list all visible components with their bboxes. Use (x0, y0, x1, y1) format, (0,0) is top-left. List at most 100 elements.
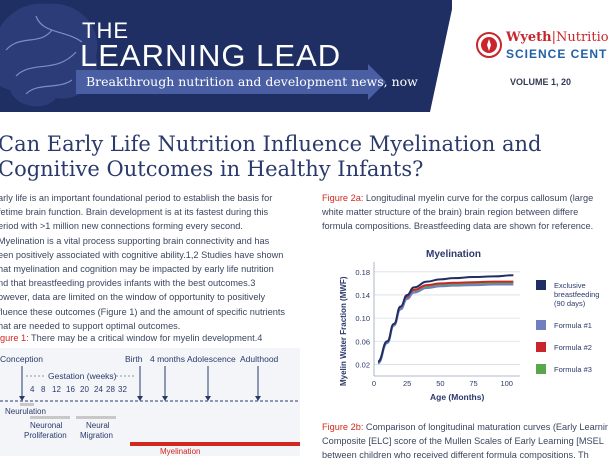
process-myelination: Myelination (160, 447, 200, 456)
y-tick-label: 0.02 (355, 360, 370, 369)
intro-line: fluence these outcomes (Figure 1) and th… (0, 306, 286, 317)
tagline-arrow (368, 64, 386, 100)
y-tick-label: 0.10 (355, 314, 370, 323)
logo-panel (452, 0, 608, 112)
x-tick-label: 100 (500, 379, 513, 388)
figure2a-line: formula compositions. Breastfeeding data… (322, 221, 594, 232)
myelination-bar (130, 442, 300, 446)
series-line (377, 274, 514, 363)
legend-swatch (536, 280, 546, 290)
week-tick: 24 (94, 385, 103, 394)
adulthood-arrowhead (255, 396, 261, 401)
chart-grid (373, 262, 520, 377)
week-tick: 16 (66, 385, 75, 394)
conception-arrowhead (19, 396, 25, 401)
figure2a-text: Longitudinal myelin curve for the corpus… (363, 193, 594, 203)
intro-line: eriod with >1 million new connections fo… (0, 221, 243, 232)
logo-panel-edge (430, 0, 454, 112)
milestone-4-months: 4 months (150, 354, 185, 364)
figure2b-caption: Figure 2b: Comparison of longitudinal ma… (322, 420, 608, 463)
volume-label: VOLUME 1, 20 (510, 77, 572, 87)
masthead-title: LEARNING LEAD (80, 38, 342, 73)
figure2a-label: Figure 2a: (322, 193, 364, 203)
tagline-bar (76, 70, 368, 94)
intro-line: arly life is an important foundational p… (0, 193, 273, 203)
4-months-arrowhead (162, 396, 168, 401)
brand-nutrition: Nutritio (556, 30, 608, 45)
intro-line: nd that breastfeeding provides infants w… (0, 278, 256, 289)
legend-label: Exclusive (554, 281, 586, 290)
week-tick: 28 (106, 385, 115, 394)
week-tick: 4 (30, 385, 35, 394)
x-axis-label: Age (Months) (430, 392, 484, 402)
process-proliferation: Proliferation (24, 431, 67, 440)
y-tick-label: 0.06 (355, 337, 370, 346)
newsletter-header: THE LEARNING LEAD Breakthrough nutrition… (0, 0, 608, 112)
week-tick: 20 (80, 385, 89, 394)
chart-svg: Myelination Age (Months) Myelin Water Fr… (339, 249, 599, 402)
chart-lines (377, 274, 514, 365)
timeline-svg: Conception Birth 4 months Adolescence Ad… (0, 354, 300, 456)
intro-paragraph: arly life is an important foundational p… (0, 191, 287, 333)
series-line (377, 283, 514, 365)
migration-bar (76, 416, 116, 419)
process-neural: Neural (86, 421, 110, 430)
x-tick-label: 25 (403, 379, 411, 388)
x-tick-label: 50 (436, 379, 444, 388)
masthead-tagline: Breakthrough nutrition and development n… (86, 74, 418, 89)
myelination-chart: Myelination Age (Months) Myelin Water Fr… (322, 236, 608, 412)
article-title: Can Early Life Nutrition Influence Myeli… (0, 132, 542, 181)
figure2b-label: Figure 2b: (322, 422, 364, 432)
chart-ticks: 0.02 0.06 0.10 0.14 0.18 0 25 50 75 100 (355, 268, 513, 388)
y-axis-label: Myelin Water Fraction (MWF) (339, 276, 348, 386)
milestone-birth: Birth (125, 354, 143, 364)
brand-name: Wyeth (506, 30, 552, 45)
chart-title: Myelination (426, 249, 481, 260)
figure1-text: There may be a critical window for myeli… (28, 333, 263, 343)
figure1-timeline: Conception Birth 4 months Adolescence Ad… (0, 348, 300, 456)
intro-line: fetime brain function. Brain development… (0, 207, 269, 218)
brand-science-center: SCIENCE CENTE (506, 47, 608, 61)
x-tick-label: 0 (372, 379, 376, 388)
legend-swatch (536, 364, 546, 374)
milestone-adulthood: Adulthood (240, 354, 279, 364)
y-tick-label: 0.18 (355, 268, 370, 277)
intro-line: hat are needed to support optimal outcom… (0, 320, 181, 331)
legend-swatch (536, 342, 546, 352)
week-tick: 8 (41, 385, 46, 394)
legend-swatch (536, 320, 546, 330)
intro-line: Myelination is a vital process supportin… (0, 235, 270, 246)
legend-label: Formula #1 (554, 321, 592, 330)
figure1-caption: igure 1: There may be a critical window … (0, 333, 298, 343)
neurulation-bar (20, 403, 34, 406)
figure2a-line: white matter structure of the brain) bra… (322, 207, 579, 218)
figure2b-line: Figure 2b: Comparison of longitudinal ma… (322, 420, 608, 434)
wyeth-seal-icon (476, 32, 502, 58)
intro-line: een positively associated with cognitive… (0, 249, 284, 260)
figure2a-caption: Figure 2a: Longitudinal myelin curve for… (322, 191, 608, 234)
intro-line: owever, data are limited on the window o… (0, 292, 266, 303)
brain-icon (0, 3, 98, 107)
figure2b-line: Composite [ELC] score of the Mullen Scal… (322, 436, 604, 447)
gestation-label: Gestation (weeks) (48, 371, 117, 381)
milestone-conception: Conception (0, 354, 43, 364)
figure2b-line: between children who received different … (322, 450, 589, 461)
y-tick-label: 0.14 (355, 291, 370, 300)
figure2b-text: Comparison of longitudinal maturation cu… (363, 422, 608, 432)
masthead-the: THE (82, 18, 129, 43)
figure2a-line: Figure 2a: Longitudinal myelin curve for… (322, 191, 608, 205)
legend-label: breastfeeding (554, 290, 599, 299)
intro-line: hat myelination and cognition may be imp… (0, 264, 274, 275)
birth-arrowhead (137, 396, 143, 401)
process-migration: Migration (80, 431, 113, 440)
legend-label: (90 days) (554, 299, 586, 308)
legend-label: Formula #3 (554, 365, 592, 374)
proliferation-bar (30, 416, 70, 419)
process-neurulation: Neurulation (5, 407, 46, 416)
x-tick-label: 75 (469, 379, 477, 388)
adolescence-arrowhead (205, 396, 211, 401)
figure1-label: igure 1: (0, 333, 29, 343)
milestone-adolescence: Adolescence (187, 354, 236, 364)
week-tick: 32 (118, 385, 127, 394)
